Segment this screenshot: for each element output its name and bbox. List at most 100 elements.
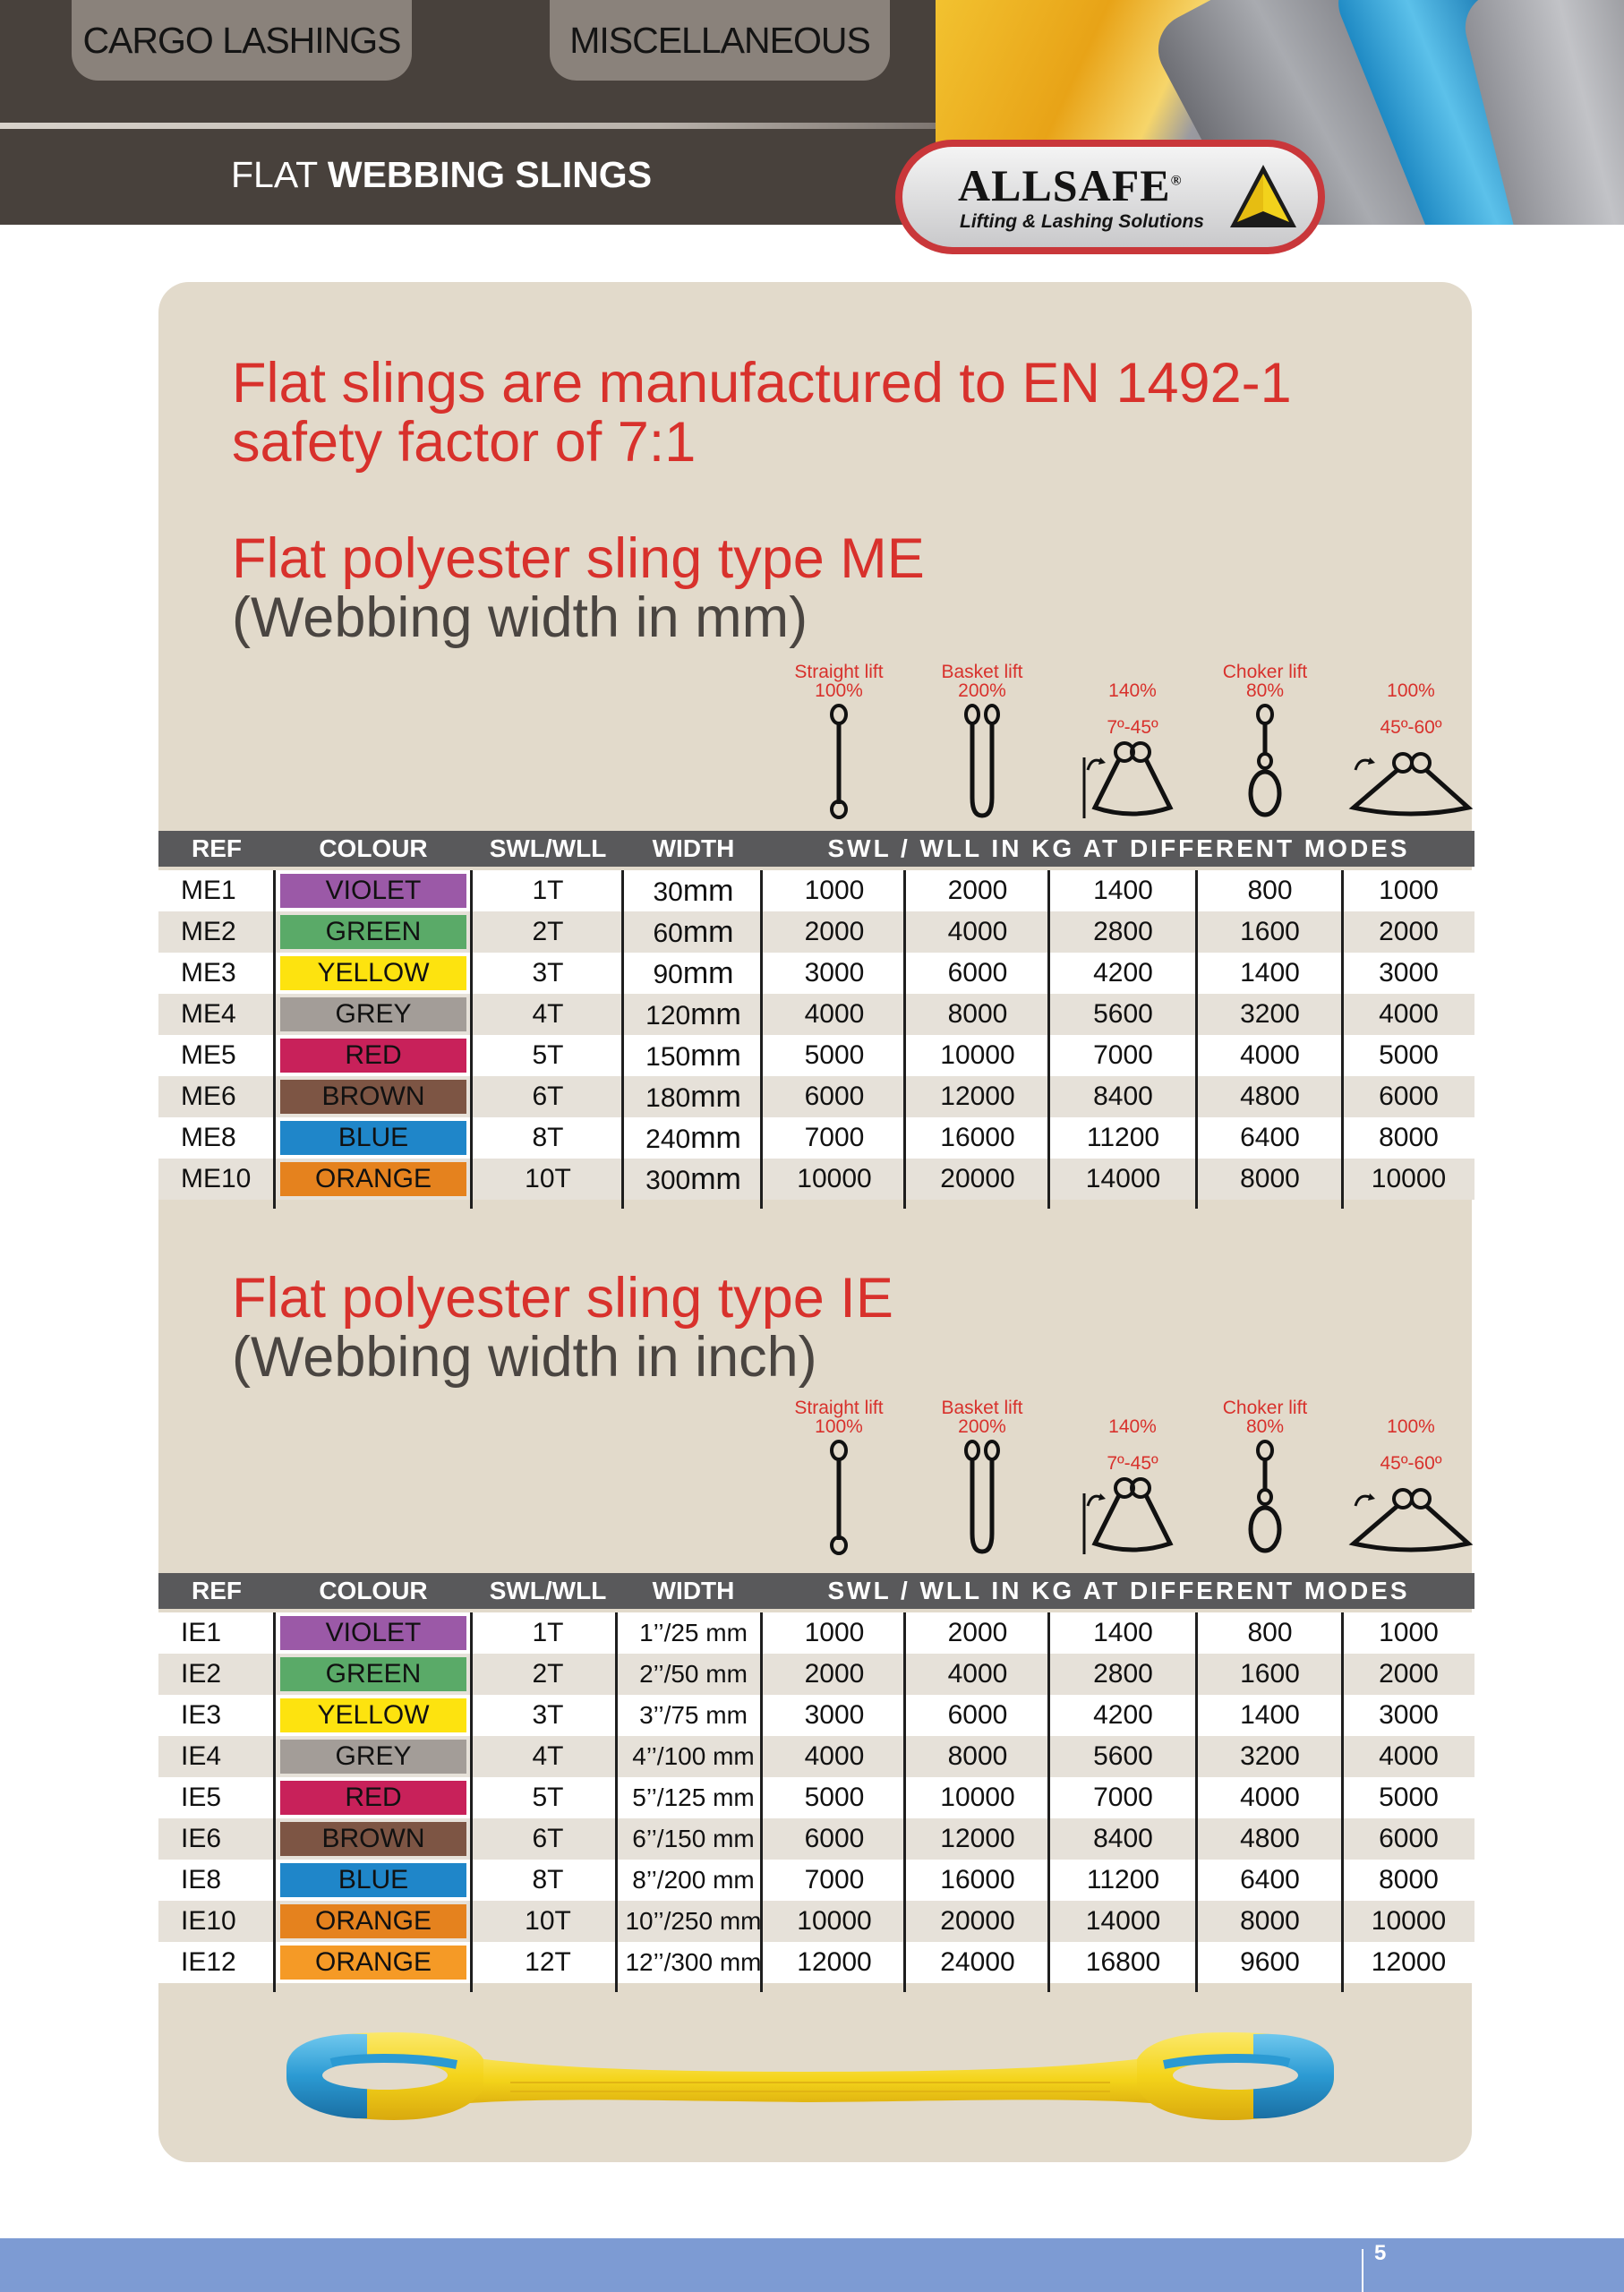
row-value-mode-4: 800 xyxy=(1247,1618,1293,1647)
row-ref: IE12 xyxy=(181,1947,236,1977)
colour-swatch: GREY xyxy=(280,997,466,1031)
row-ref: IE2 xyxy=(181,1659,222,1689)
tab-miscellaneous[interactable]: MISCELLANEOUS xyxy=(550,0,890,81)
row-value-mode-4: 4800 xyxy=(1240,1082,1300,1111)
colour-swatch: GREY xyxy=(280,1740,466,1774)
table-row: ME3 YELLOW 3T 90mm 3000 6000 4200 1400 3000 xyxy=(158,953,1474,994)
row-value-mode-4: 8000 xyxy=(1240,1906,1300,1936)
ie-mode-2-factor: 200% xyxy=(958,1416,1006,1437)
row-value-mode-2: 12000 xyxy=(940,1824,1015,1853)
row-width: 30mm xyxy=(653,874,734,908)
colour-swatch: VIOLET xyxy=(280,1616,466,1650)
ie-mode-4-factor: 80% xyxy=(1245,1416,1285,1437)
me-straight-lift-icon xyxy=(812,704,866,825)
row-value-mode-1: 3000 xyxy=(804,958,865,988)
column-divider xyxy=(1341,870,1344,1209)
me-mode-2-factor: 200% xyxy=(958,680,1006,701)
ie-mode-5-factor: 100% xyxy=(1387,1416,1435,1437)
row-value-mode-4: 1400 xyxy=(1240,958,1300,988)
column-divider xyxy=(621,870,624,1209)
colour-swatch: BLUE xyxy=(280,1121,466,1155)
ie-wide-angle-lift-icon xyxy=(1348,1467,1474,1561)
row-swl: 6T xyxy=(532,1824,564,1853)
row-swl: 4T xyxy=(532,999,564,1029)
row-width: 120mm xyxy=(645,997,741,1031)
ie-header-modes: SWL / WLL IN KG AT DIFFERENT MODES xyxy=(827,1577,1410,1604)
ie-choker-lift-icon xyxy=(1238,1440,1292,1561)
row-swl: 8T xyxy=(532,1123,564,1152)
colour-swatch: ORANGE xyxy=(280,1946,466,1980)
row-value-mode-1: 7000 xyxy=(804,1865,865,1894)
row-width: 8’’/200 mm xyxy=(632,1866,755,1894)
table-row: ME2 GREEN 2T 60mm 2000 4000 2800 1600 2000 xyxy=(158,911,1474,953)
row-ref: IE3 xyxy=(181,1700,222,1730)
ie-header-ref: REF xyxy=(192,1577,242,1604)
intro-line-1: Flat slings are manufactured to EN 1492-… xyxy=(232,352,1292,415)
column-divider xyxy=(1047,870,1050,1209)
row-value-mode-4: 1400 xyxy=(1240,1700,1300,1730)
colour-swatch: BROWN xyxy=(280,1080,466,1114)
me-choker-lift-icon xyxy=(1238,704,1292,825)
me-section-title: Flat polyester sling type ME xyxy=(232,527,925,590)
row-width: 6’’/150 mm xyxy=(632,1825,755,1852)
row-value-mode-3: 8400 xyxy=(1093,1824,1153,1853)
row-value-mode-1: 4000 xyxy=(804,1741,865,1771)
row-width: 90mm xyxy=(653,956,734,990)
column-divider xyxy=(470,870,473,1209)
colour-swatch: BLUE xyxy=(280,1863,466,1897)
logo-triangle-icon xyxy=(1230,165,1296,227)
row-value-mode-4: 800 xyxy=(1247,876,1293,905)
row-value-mode-2: 16000 xyxy=(940,1123,1015,1152)
row-value-mode-5: 12000 xyxy=(1371,1947,1447,1977)
row-ref: ME3 xyxy=(181,958,236,988)
row-value-mode-1: 10000 xyxy=(797,1906,872,1936)
row-ref: ME2 xyxy=(181,917,236,946)
row-value-mode-2: 10000 xyxy=(940,1040,1015,1070)
row-value-mode-2: 2000 xyxy=(947,1618,1008,1647)
row-value-mode-1: 1000 xyxy=(804,1618,865,1647)
ie-mode-1-factor: 100% xyxy=(815,1416,863,1437)
row-ref: ME4 xyxy=(181,999,236,1029)
row-value-mode-1: 5000 xyxy=(804,1040,865,1070)
row-ref: ME1 xyxy=(181,876,236,905)
row-width: 10’’/250 mm xyxy=(625,1907,762,1935)
row-value-mode-2: 8000 xyxy=(947,1741,1008,1771)
row-value-mode-4: 3200 xyxy=(1240,999,1300,1029)
row-swl: 3T xyxy=(532,958,564,988)
page-footer xyxy=(0,2238,1624,2292)
ie-header-width: WIDTH xyxy=(652,1577,735,1604)
row-value-mode-3: 14000 xyxy=(1085,1906,1161,1936)
ie-basket-lift-icon xyxy=(955,1440,1009,1561)
row-value-mode-5: 5000 xyxy=(1379,1783,1439,1812)
logo-tagline: Lifting & Lashing Solutions xyxy=(960,211,1204,232)
row-value-mode-4: 6400 xyxy=(1240,1865,1300,1894)
ie-mode-3-angle: 7º-45º xyxy=(1107,1453,1158,1474)
me-mode-1-factor: 100% xyxy=(815,680,863,701)
row-swl: 3T xyxy=(532,1700,564,1730)
row-value-mode-2: 6000 xyxy=(947,958,1008,988)
row-value-mode-3: 14000 xyxy=(1085,1164,1161,1193)
row-value-mode-1: 5000 xyxy=(804,1783,865,1812)
colour-swatch: GREEN xyxy=(280,915,466,949)
row-value-mode-5: 8000 xyxy=(1379,1865,1439,1894)
row-swl: 5T xyxy=(532,1040,564,1070)
tab-cargo-lashings[interactable]: CARGO LASHINGS xyxy=(72,0,412,81)
me-wide-angle-lift-icon xyxy=(1348,731,1474,825)
ie-basket-angle-lift-icon xyxy=(1079,1467,1186,1561)
row-value-mode-3: 2800 xyxy=(1093,1659,1153,1689)
column-divider xyxy=(760,870,763,1209)
row-value-mode-2: 2000 xyxy=(947,876,1008,905)
row-ref: ME6 xyxy=(181,1082,236,1111)
column-divider xyxy=(470,1612,473,1992)
row-value-mode-4: 4000 xyxy=(1240,1040,1300,1070)
row-value-mode-2: 20000 xyxy=(940,1906,1015,1936)
me-mode-1-name: Straight lift xyxy=(794,662,884,682)
header-divider xyxy=(0,123,940,129)
column-divider xyxy=(273,1612,276,1992)
row-value-mode-4: 4800 xyxy=(1240,1824,1300,1853)
row-value-mode-3: 4200 xyxy=(1093,1700,1153,1730)
ie-header-colour: COLOUR xyxy=(319,1577,428,1604)
table-row: ME10 ORANGE 10T 300mm 10000 20000 14000 8000 100… xyxy=(158,1159,1474,1200)
row-value-mode-3: 1400 xyxy=(1093,1618,1153,1647)
row-value-mode-1: 7000 xyxy=(804,1123,865,1152)
